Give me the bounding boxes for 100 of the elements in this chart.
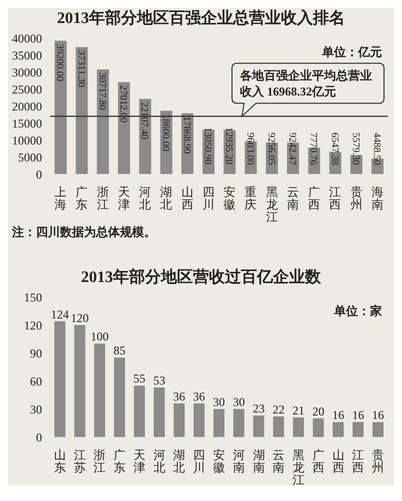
y-tick-label: 90: [30, 346, 42, 360]
y-tick-label: 10000: [12, 133, 42, 148]
bar: [134, 386, 145, 437]
x-tick-label: 浙江: [94, 448, 106, 475]
data-label: 36: [193, 389, 206, 404]
bar: [74, 325, 86, 437]
x-tick-label: 广西: [312, 448, 324, 475]
data-label: 37311.30: [75, 50, 86, 88]
x-tick-label: 江西: [352, 448, 364, 475]
data-label: 30717.80: [96, 72, 108, 110]
data-label: 39200.00: [54, 44, 66, 82]
x-tick-label: 广东: [114, 448, 126, 475]
x-tick-label: 安徽: [224, 185, 236, 212]
bar: [194, 403, 205, 437]
x-tick-label: 贵州: [350, 185, 362, 212]
y-tick-label: 30000: [12, 65, 42, 80]
data-label: 85: [114, 344, 126, 358]
x-tick-label: 天津: [133, 448, 146, 475]
data-label: 5579.30: [350, 132, 361, 165]
x-tick-label: 山东: [54, 448, 66, 475]
bar: [54, 321, 66, 437]
bar: [233, 409, 244, 437]
data-label: 100: [90, 330, 109, 344]
data-label: 30: [212, 395, 225, 409]
y-tick-label: 0: [36, 167, 42, 182]
data-label: 6547.38: [328, 132, 340, 165]
x-tick-label: 河北: [153, 448, 166, 475]
y-tick-label: 150: [24, 290, 42, 304]
data-label: 53: [153, 374, 166, 388]
bar: [352, 422, 364, 437]
y-tick-label: 60: [30, 374, 42, 388]
x-tick-label: 江苏: [74, 448, 86, 475]
x-tick-label: 贵州: [372, 448, 384, 475]
y-tick-label: 20000: [12, 99, 42, 114]
x-tick-label: 四川: [202, 185, 214, 212]
y-tick-label: 0: [36, 430, 42, 444]
annotation: 单位：家: [334, 303, 382, 320]
data-label: 36: [173, 389, 186, 404]
y-tick-label: 35000: [12, 48, 42, 62]
data-label: 9242.47: [286, 132, 298, 165]
bar: [253, 416, 264, 437]
y-tick-label: 40000: [12, 31, 42, 46]
x-tick-label: 河南: [232, 448, 245, 475]
x-tick-label: 安徽: [213, 448, 225, 475]
x-tick-label: 四川: [193, 448, 206, 475]
bar: [372, 422, 384, 437]
bar: [332, 422, 344, 437]
x-tick-label: 上海: [54, 185, 67, 212]
data-label: 9603.00: [244, 132, 256, 165]
data-label: 7770.76: [308, 132, 319, 165]
x-tick-label: 湖南: [252, 448, 265, 475]
data-label: 30: [232, 395, 245, 409]
bar: [154, 388, 165, 437]
data-label: 16: [352, 408, 364, 422]
x-tick-label: 河北: [139, 185, 152, 212]
bar: [94, 344, 106, 437]
data-label: 55: [133, 372, 146, 386]
annotation: 单位：亿元: [322, 44, 382, 61]
bar: [292, 417, 304, 437]
x-tick-label: 山西: [181, 185, 194, 212]
y-tick-label: 15000: [12, 116, 42, 130]
bar: [273, 416, 284, 437]
x-tick-label: 云南: [286, 185, 299, 212]
data-label: 9256.05: [265, 132, 276, 165]
x-tick-label: 重庆: [244, 185, 257, 212]
x-tick-label: 广西: [308, 185, 320, 212]
data-label: 12935.20: [223, 127, 234, 164]
text: 注：四川数据为总体规模。: [11, 224, 157, 241]
data-label: 22107.40: [138, 102, 150, 140]
bar: [54, 40, 67, 174]
data-label: 120: [70, 311, 89, 325]
data-label: 27012.00: [118, 85, 129, 123]
bar: [174, 403, 185, 437]
bar: [76, 47, 88, 174]
data-label: 16: [332, 408, 344, 422]
data-label: 22: [272, 402, 285, 416]
x-tick-label: 山西: [332, 448, 344, 475]
data-label: 21: [292, 403, 304, 418]
chart-title: 2013年部分地区营收过百亿企业数: [80, 267, 322, 288]
bar: [114, 358, 126, 437]
data-label: 20: [312, 404, 324, 418]
ref-line-label: 各地百强企业平均总营业收入 16968.32亿元: [239, 68, 372, 98]
x-tick-label: 江西: [329, 185, 342, 212]
x-tick-label: 湖北: [160, 185, 172, 212]
x-tick-label: 海南: [371, 185, 384, 212]
y-tick-label: 25000: [12, 82, 42, 96]
data-label: 124: [50, 307, 69, 322]
x-tick-label: 浙江: [96, 185, 109, 212]
y-tick-label: 120: [24, 318, 42, 332]
x-tick-label: 天津: [118, 185, 130, 212]
x-tick-label: 湖北: [173, 448, 186, 475]
bar: [213, 409, 224, 437]
data-label: 13050.90: [202, 127, 214, 164]
data-label: 18600.00: [160, 114, 171, 152]
x-tick-label: 广东: [76, 185, 88, 212]
data-label: 17868.90: [180, 116, 192, 154]
x-tick-label: 云南: [272, 448, 285, 475]
y-tick-label: 30: [30, 402, 42, 416]
bar: [312, 418, 324, 437]
y-tick-label: 5000: [18, 150, 42, 164]
